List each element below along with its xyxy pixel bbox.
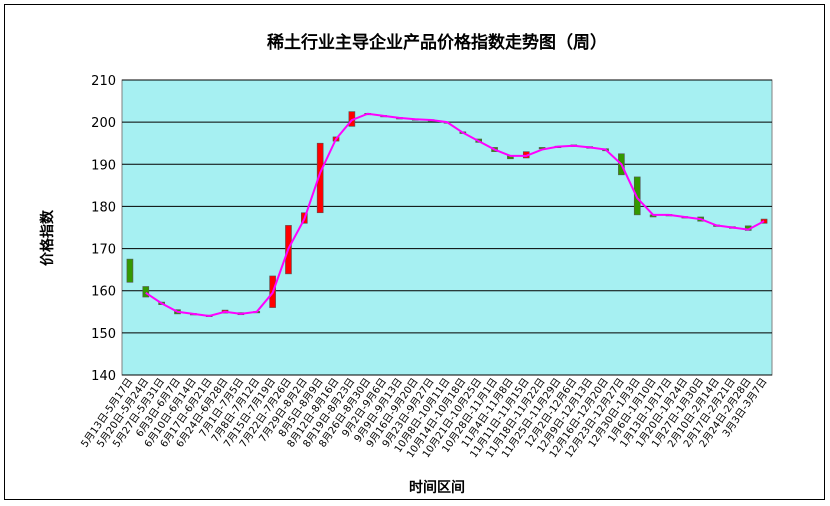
candle-body (316, 142, 324, 214)
y-tick-label: 190 (91, 158, 116, 173)
plot-area (121, 79, 773, 376)
candle-body (142, 286, 150, 298)
y-tick-label: 140 (91, 369, 116, 384)
chart-title: 稀土行业主导企业产品价格指数走势图（周） (267, 32, 607, 53)
y-axis-title: 价格指数 (39, 209, 56, 266)
y-tick-label: 150 (91, 327, 116, 342)
candle-body (126, 258, 134, 283)
y-tick-label: 210 (91, 74, 116, 89)
index-line (145, 112, 765, 318)
x-axis-title: 时间区间 (409, 479, 465, 496)
y-tick-label: 180 (91, 200, 116, 215)
y-tick-label: 160 (91, 285, 116, 300)
y-tick-label: 170 (91, 243, 116, 258)
y-tick-label: 200 (91, 116, 116, 131)
